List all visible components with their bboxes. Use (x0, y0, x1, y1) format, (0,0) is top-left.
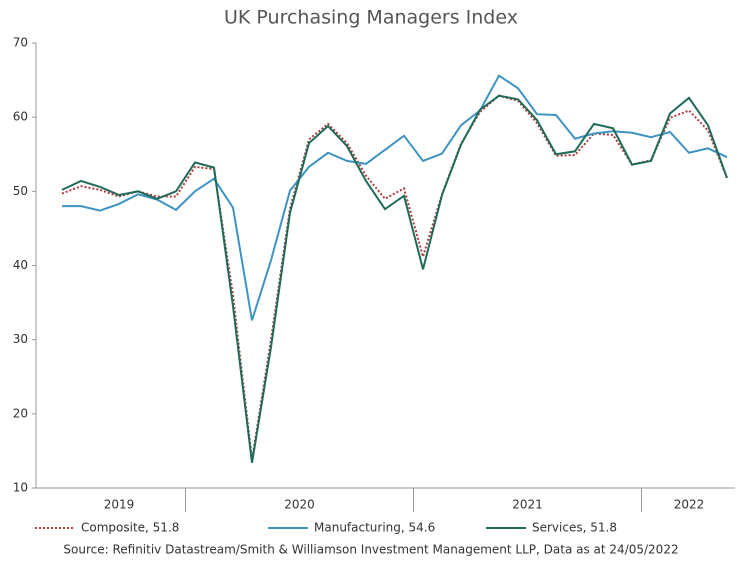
chart-title: UK Purchasing Managers Index (224, 7, 518, 29)
y-tick-label: 40 (13, 258, 28, 272)
legend-label: Services, 51.8 (532, 521, 617, 535)
y-tick-label: 70 (13, 36, 28, 50)
series-line (62, 74, 728, 321)
y-tick-label: 20 (13, 406, 28, 420)
x-tick-label: 2020 (284, 498, 315, 512)
x-tick-label: 2021 (512, 498, 543, 512)
x-tick-label: 2019 (104, 498, 135, 512)
series-line (61, 94, 728, 463)
y-tick-label: 30 (13, 332, 28, 346)
x-tick-label: 2022 (674, 498, 705, 512)
series-line (61, 94, 728, 460)
source-note: Source: Refinitiv Datastream/Smith & Wil… (63, 543, 678, 557)
y-tick-label: 10 (13, 481, 28, 495)
y-tick-label: 50 (13, 184, 28, 198)
legend-label: Composite, 51.8 (81, 521, 179, 535)
legend-label: Manufacturing, 54.6 (314, 521, 435, 535)
y-tick-label: 60 (13, 110, 28, 124)
